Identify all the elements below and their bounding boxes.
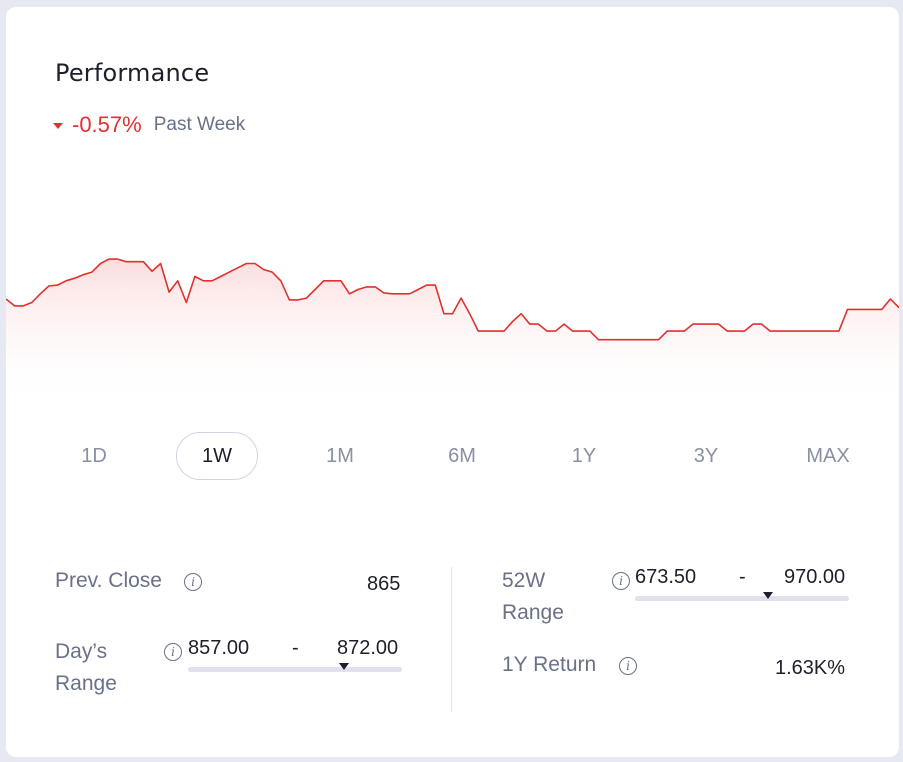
52w-range-label-line2: Range — [502, 601, 564, 624]
info-icon[interactable]: i — [619, 657, 637, 675]
52w-range-separator: - — [739, 566, 746, 588]
tab-1y[interactable]: 1Y — [571, 444, 597, 467]
tab-6m[interactable]: 6M — [448, 444, 476, 467]
change-summary: -0.57% Past Week — [53, 111, 245, 139]
timeframe-tabs: 1D 1W 1M 6M 1Y 3Y MAX — [30, 432, 885, 482]
prev-close-label: Prev. Close — [55, 569, 162, 592]
performance-chart — [6, 258, 899, 407]
info-icon[interactable]: i — [184, 573, 202, 591]
days-range-label-line2: Range — [55, 672, 117, 695]
days-range-marker — [339, 663, 350, 670]
52w-range-label-line1: 52W — [502, 569, 546, 592]
52w-range-low: 673.50 — [635, 566, 697, 588]
info-icon[interactable]: i — [164, 643, 182, 661]
info-icon[interactable]: i — [612, 572, 630, 590]
days-range-separator: - — [292, 637, 299, 659]
52w-range-bar — [635, 596, 849, 601]
tab-1m[interactable]: 1M — [326, 444, 354, 467]
page-title: Performance — [55, 59, 210, 87]
chart-series-line — [6, 258, 899, 341]
chart-area-fill — [6, 259, 899, 407]
days-range-label-line1: Day’s — [55, 640, 108, 663]
column-divider — [451, 567, 452, 712]
tab-1w[interactable]: 1W — [176, 432, 258, 480]
1y-return-value: 1.63K% — [775, 657, 846, 679]
days-range-bar — [188, 667, 402, 672]
caret-down-icon — [53, 123, 63, 129]
52w-range-marker — [762, 592, 773, 599]
52w-range-high: 970.00 — [784, 566, 846, 588]
period-label: Past Week — [153, 114, 246, 135]
tab-3y[interactable]: 3Y — [693, 444, 719, 467]
prev-close-value: 865 — [367, 573, 401, 595]
days-range-high: 872.00 — [337, 637, 399, 659]
1y-return-label: 1Y Return — [502, 653, 597, 676]
change-value: -0.57% — [72, 112, 142, 137]
performance-card: Performance -0.57% Past Week 1D 1W 1M 6M… — [6, 7, 899, 757]
tab-1d[interactable]: 1D — [81, 444, 107, 467]
days-range-low: 857.00 — [188, 637, 250, 659]
tab-max[interactable]: MAX — [806, 444, 850, 467]
